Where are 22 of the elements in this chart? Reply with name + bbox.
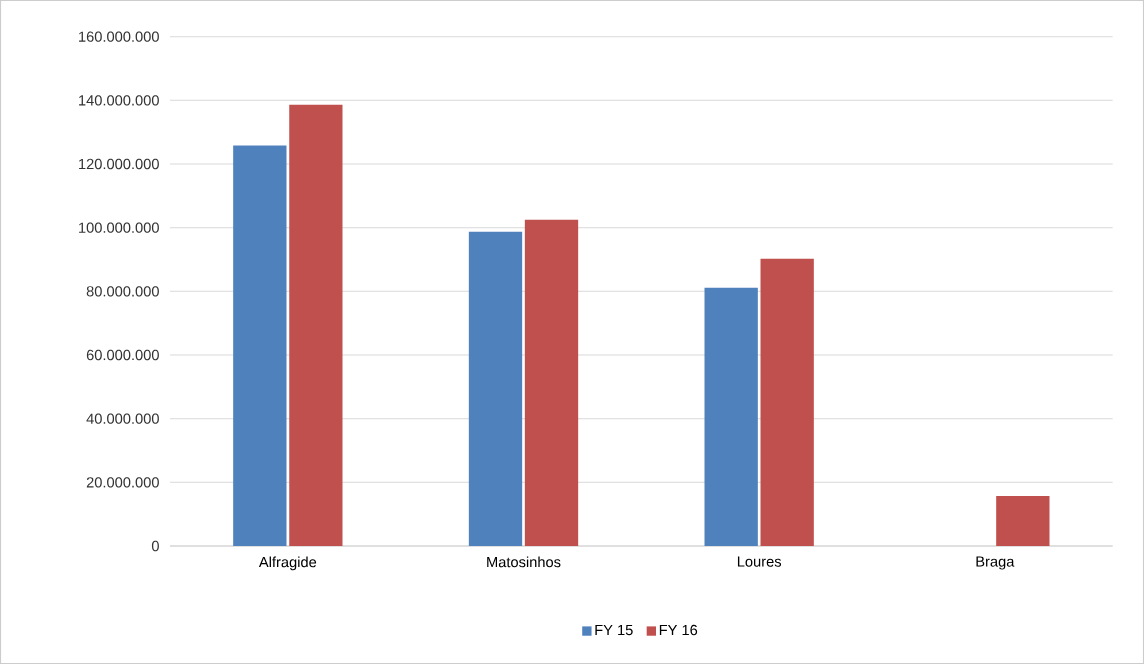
x-tick-label: Alfragide (258, 556, 317, 571)
y-tick-label: 0 (151, 540, 159, 552)
y-tick-label: 100.000.000 (79, 222, 159, 233)
bar (468, 231, 523, 546)
bar (233, 145, 287, 546)
y-tick-label: 140.000.000 (79, 95, 159, 106)
y-tick-label: 40.000.000 (86, 413, 159, 424)
x-tick-label: Loures (737, 556, 782, 567)
y-tick-label: 120.000.000 (79, 158, 159, 170)
x-tick-label: Matosinhos (487, 556, 561, 568)
legend-label: FY 15 (595, 624, 633, 636)
bar (289, 104, 343, 546)
y-tick-label: 160.000.000 (79, 31, 159, 42)
y-tick-label: 80.000.000 (86, 286, 159, 297)
bar (996, 496, 1050, 546)
x-tick-label: Braga (976, 556, 1015, 570)
y-tick-label: 60.000.000 (86, 349, 159, 361)
bar (524, 219, 579, 546)
bar (760, 258, 814, 546)
y-tick-label: 20.000.000 (86, 477, 159, 488)
bar (704, 287, 758, 546)
legend-label: FY 16 (659, 624, 698, 636)
